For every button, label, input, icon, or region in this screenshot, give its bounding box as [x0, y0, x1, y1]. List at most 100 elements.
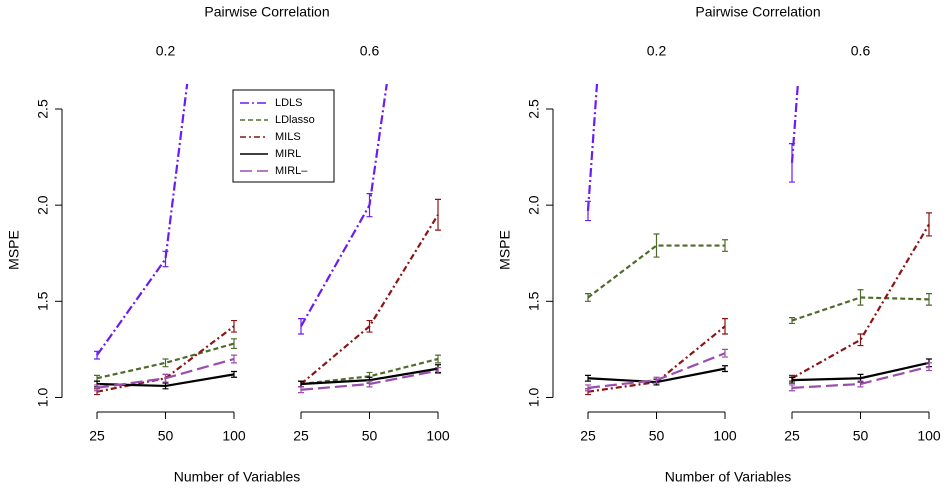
- x-tick-label: 50: [158, 428, 174, 444]
- error-bar-line: [926, 293, 932, 306]
- series-line: [586, 84, 599, 212]
- error-bar: [231, 338, 237, 350]
- y-tick-label: 2.0: [526, 195, 542, 215]
- error-bar-line: [653, 233, 660, 258]
- error-bar: [789, 376, 795, 384]
- error-bar: [585, 384, 591, 392]
- error-bar-line: [435, 367, 441, 375]
- error-bar-line: [722, 348, 728, 358]
- error-bar-line: [94, 384, 100, 392]
- error-bar: [435, 354, 441, 364]
- error-bar-line: [789, 317, 795, 325]
- legend-label: LDlasso: [275, 114, 315, 126]
- error-bar-line: [162, 358, 169, 368]
- group-label: 0.6: [360, 43, 380, 59]
- error-bar-line: [366, 380, 373, 388]
- group-label: 0.2: [647, 43, 667, 59]
- legend-label: MILS: [275, 131, 301, 143]
- error-bar: [435, 198, 441, 231]
- error-bar: [789, 143, 795, 183]
- error-bar-line: [789, 384, 795, 392]
- x-tick-label: 100: [917, 428, 941, 444]
- error-bar: [366, 319, 373, 333]
- error-bar-line: [435, 354, 441, 364]
- error-bar-line: [585, 293, 591, 302]
- error-bar: [585, 374, 591, 382]
- error-bar-line: [298, 318, 304, 335]
- plot-area: [94, 84, 441, 396]
- error-bar-line: [162, 250, 169, 268]
- series-line: [300, 214, 439, 385]
- error-bar: [857, 380, 864, 388]
- error-bar-line: [298, 386, 304, 394]
- series-line: [96, 325, 235, 393]
- error-bar: [789, 384, 795, 392]
- x-tick-label: 50: [649, 428, 665, 444]
- error-bar: [926, 212, 932, 237]
- error-bar-line: [162, 373, 169, 383]
- y-tick-label: 2.5: [526, 99, 542, 119]
- error-bar: [585, 200, 591, 222]
- error-bar: [94, 384, 100, 392]
- x-tick-label: 25: [580, 428, 596, 444]
- y-tick-label: 2.5: [35, 99, 51, 119]
- x-label: Number of Variables: [665, 469, 792, 485]
- y-tick-label: 2.0: [35, 195, 51, 215]
- x-tick-label: 50: [853, 428, 869, 444]
- legend-label: LDLS: [275, 97, 303, 109]
- x-tick-label: 25: [89, 428, 105, 444]
- y-label: MSPE: [497, 230, 513, 270]
- error-bar: [857, 289, 864, 306]
- error-bar: [926, 362, 932, 372]
- title: Pairwise Correlation: [695, 4, 820, 20]
- error-bar-line: [789, 376, 795, 384]
- error-bar: [722, 318, 728, 335]
- error-bar: [94, 350, 100, 360]
- error-bar-line: [231, 354, 237, 364]
- error-bar-line: [857, 333, 864, 347]
- error-bar-line: [366, 319, 373, 333]
- error-bar: [722, 348, 728, 358]
- error-bar-line: [435, 198, 441, 231]
- error-bar-line: [162, 382, 169, 390]
- error-bar-line: [231, 338, 237, 350]
- y-tick-label: 1.5: [35, 291, 51, 311]
- error-bar: [231, 354, 237, 364]
- x-tick-label: 100: [713, 428, 737, 444]
- error-bar: [366, 193, 373, 218]
- x-label: Number of Variables: [174, 469, 301, 485]
- series-line: [587, 244, 725, 299]
- error-bar: [162, 358, 169, 368]
- error-bar: [366, 380, 373, 388]
- error-bar-line: [231, 370, 237, 378]
- legend-label: MIRL–: [275, 165, 308, 177]
- x-tick-label: 25: [293, 428, 309, 444]
- error-bar: [653, 233, 660, 258]
- series-line: [790, 84, 799, 163]
- x-tick-label: 100: [426, 428, 450, 444]
- legend-label: MIRL: [275, 148, 301, 160]
- error-bar-line: [585, 384, 591, 392]
- title: Pairwise Correlation: [204, 4, 329, 20]
- series-line: [96, 84, 189, 356]
- error-bar: [162, 250, 169, 268]
- x-tick-label: 50: [362, 428, 378, 444]
- error-bar-line: [857, 289, 864, 306]
- error-bar: [857, 333, 864, 347]
- error-bar-line: [926, 362, 932, 372]
- error-bar: [722, 365, 728, 373]
- error-bar: [298, 318, 304, 335]
- error-bar-line: [857, 380, 864, 388]
- error-bar-line: [926, 212, 932, 237]
- error-bar-line: [722, 365, 728, 373]
- legend-box: [232, 89, 335, 183]
- error-bar: [298, 386, 304, 394]
- y-tick-label: 1.0: [526, 388, 542, 408]
- y-label: MSPE: [6, 230, 22, 270]
- series-line: [587, 325, 726, 393]
- error-bar-line: [231, 319, 237, 333]
- error-bar-line: [653, 376, 660, 384]
- error-bar: [162, 373, 169, 383]
